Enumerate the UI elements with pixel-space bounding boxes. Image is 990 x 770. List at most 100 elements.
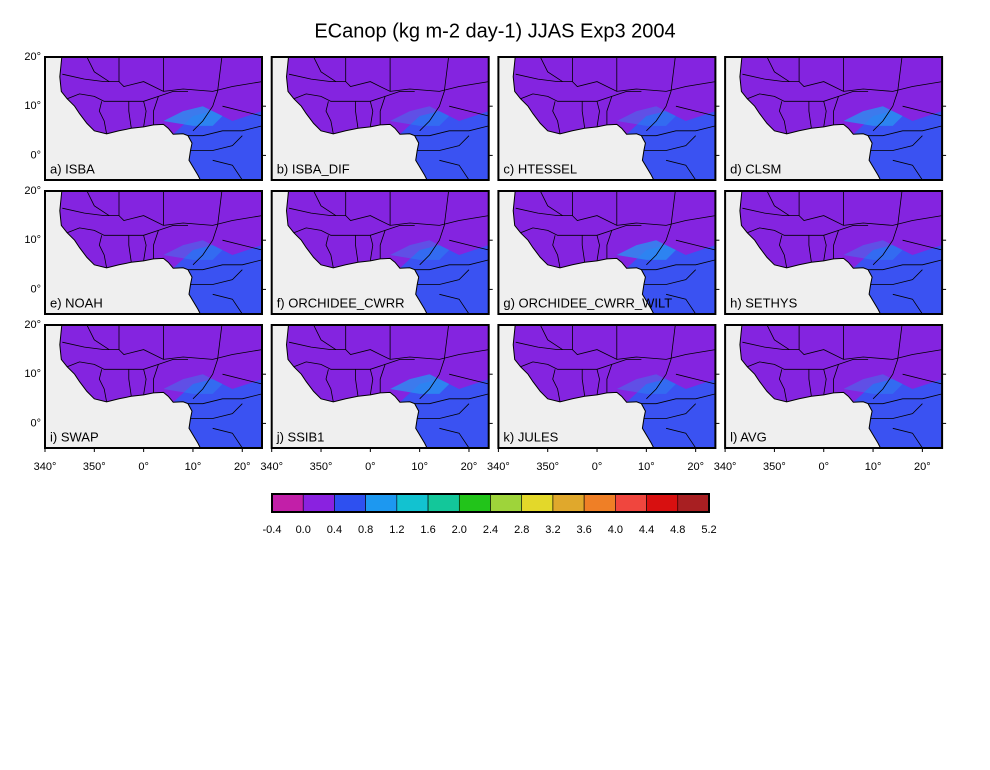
- border: [153, 364, 159, 393]
- border: [539, 57, 563, 82]
- lon-label: 340°: [487, 461, 510, 473]
- border: [212, 293, 243, 314]
- panel-grid: a) ISBA 20° 10° 0° b) ISBA_DIF c) HTESSEL d) C…: [24, 51, 947, 473]
- panel-frame: [724, 56, 944, 181]
- border: [212, 159, 243, 180]
- colorbar-box: [677, 493, 710, 513]
- border: [86, 191, 110, 216]
- border: [288, 341, 489, 360]
- panel-frame: [44, 324, 263, 449]
- map-panel: [45, 325, 262, 448]
- lat-label: 10°: [24, 234, 41, 246]
- lon-label: 350°: [763, 461, 786, 473]
- map-panel: [45, 57, 262, 180]
- colorbar-box: [302, 493, 335, 513]
- border: [62, 341, 262, 360]
- lat-label: 20°: [24, 51, 41, 63]
- border: [355, 369, 359, 397]
- ocean: [271, 325, 428, 448]
- border: [325, 235, 334, 268]
- border: [128, 235, 132, 263]
- colorbar-box: [271, 493, 304, 513]
- lon-label: 20°: [914, 461, 931, 473]
- border: [778, 369, 788, 402]
- border: [439, 427, 470, 448]
- border: [86, 325, 110, 350]
- lon-label: 20°: [687, 461, 704, 473]
- border: [417, 403, 470, 419]
- border: [675, 239, 716, 251]
- panel-label: f) ORCHIDEE_CWRR: [277, 295, 405, 310]
- border: [641, 125, 716, 137]
- lon-label: 10°: [185, 461, 202, 473]
- colorbar-box: [552, 493, 585, 513]
- border: [190, 269, 243, 285]
- colorbar-label: 2.0: [452, 524, 467, 536]
- border: [808, 235, 812, 263]
- border: [643, 135, 696, 151]
- border: [67, 225, 188, 236]
- map-panel: [271, 191, 489, 314]
- border: [643, 269, 696, 285]
- border: [62, 73, 262, 92]
- lat-label: 0°: [30, 283, 41, 295]
- colorbar-label: 1.6: [420, 524, 435, 536]
- border: [222, 373, 262, 385]
- panel-label: a) ISBA: [50, 161, 95, 176]
- panel-frame: [44, 190, 263, 315]
- panel-label: g) ORCHIDEE_CWRR_WILT: [503, 295, 672, 310]
- border: [646, 191, 676, 266]
- colorbar-frame: [271, 493, 710, 513]
- colorbar-label: 1.2: [389, 524, 404, 536]
- lon-label: 340°: [260, 461, 283, 473]
- colorbar-label: 5.2: [701, 524, 716, 536]
- border: [419, 191, 449, 266]
- map-panel: [271, 57, 489, 180]
- colorbar-box: [396, 493, 429, 513]
- border: [212, 427, 243, 448]
- panel-frame: [270, 190, 490, 315]
- border: [128, 101, 132, 129]
- border: [192, 325, 223, 400]
- border: [766, 325, 790, 350]
- colorbar-label: 4.0: [608, 524, 623, 536]
- border: [414, 125, 489, 137]
- border: [742, 73, 943, 92]
- border: [641, 393, 716, 405]
- lon-label: 20°: [461, 461, 478, 473]
- border: [833, 230, 839, 259]
- ocean: [725, 191, 881, 314]
- border: [833, 364, 839, 393]
- lat-label: 20°: [24, 185, 41, 197]
- border: [439, 293, 470, 314]
- border: [222, 239, 262, 251]
- map-panel: [498, 191, 716, 314]
- border: [520, 91, 642, 102]
- border: [325, 101, 334, 134]
- ocean: [45, 191, 201, 314]
- ocean: [498, 325, 654, 448]
- border: [288, 207, 489, 226]
- border: [515, 207, 716, 226]
- border: [868, 125, 943, 137]
- border: [539, 191, 563, 216]
- lon-label: 340°: [714, 461, 737, 473]
- colorbar-label: 0.8: [358, 524, 373, 536]
- border: [742, 207, 943, 226]
- border: [192, 191, 223, 266]
- cyan-field: [163, 106, 223, 126]
- border: [596, 235, 600, 261]
- border: [747, 359, 869, 370]
- border: [222, 105, 262, 117]
- lon-label: 0°: [592, 461, 603, 473]
- border: [67, 91, 188, 102]
- panel-label: c) HTESSEL: [503, 161, 577, 176]
- coastline: [739, 57, 882, 180]
- border: [188, 259, 262, 271]
- panel-label: k) JULES: [503, 429, 558, 444]
- colorbar-label: 3.2: [545, 524, 560, 536]
- lat-label: 0°: [30, 149, 41, 161]
- border: [86, 57, 110, 82]
- panel-label: d) CLSM: [730, 161, 781, 176]
- border: [539, 325, 563, 350]
